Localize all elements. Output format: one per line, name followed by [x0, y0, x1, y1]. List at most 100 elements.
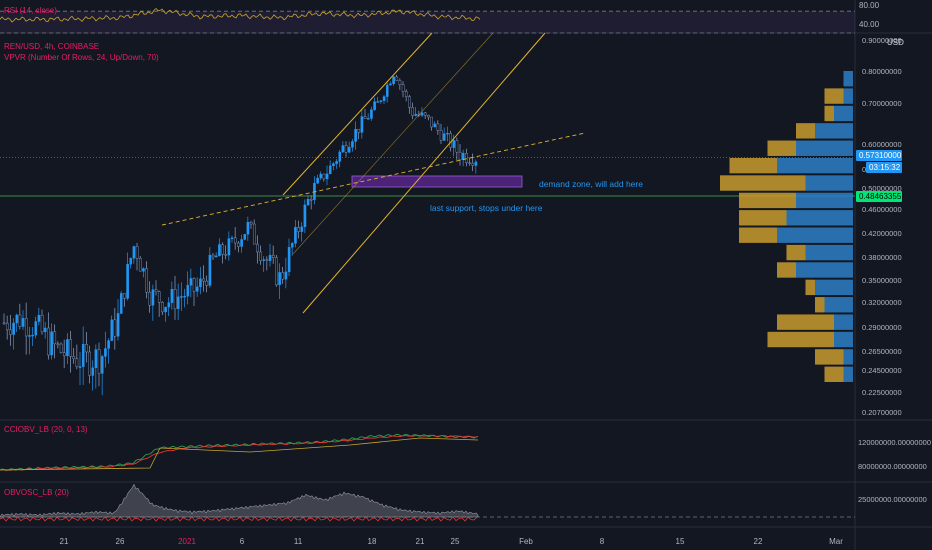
- candle-body: [319, 173, 323, 179]
- candle-body: [363, 116, 367, 119]
- volume-profile-down-bar: [729, 157, 777, 174]
- candle-body: [423, 112, 427, 116]
- volume-profile-down-bar: [786, 244, 806, 261]
- candle-body: [75, 358, 79, 367]
- volume-profile-down-bar: [796, 123, 815, 139]
- channel-upper-line: [282, 32, 433, 196]
- time-axis-tick: 26: [116, 537, 125, 546]
- candle-body: [173, 289, 177, 310]
- candle-body: [132, 246, 136, 259]
- rsi-axis-tick: 40.00: [859, 20, 880, 29]
- candle-body: [135, 246, 139, 259]
- candle-body: [91, 367, 95, 376]
- price-axis-tick: 0.60000000: [862, 140, 902, 149]
- candle-body: [18, 314, 22, 327]
- candle-body: [243, 234, 247, 240]
- cciobv-line: [0, 434, 479, 471]
- candle-body: [458, 151, 462, 161]
- volume-profile-up-bar: [834, 314, 853, 330]
- volume-profile-down-bar: [815, 349, 844, 365]
- volume-profile-down-bar: [815, 297, 825, 313]
- candle-body: [199, 278, 202, 288]
- candle-body: [230, 237, 234, 240]
- candle-body: [309, 199, 313, 201]
- candle-body: [195, 286, 199, 292]
- candle-body: [15, 314, 19, 324]
- obvosc-pane-label[interactable]: OBVOSC_LB (20): [4, 488, 69, 497]
- candle-body: [411, 107, 414, 116]
- candle-body: [338, 151, 342, 162]
- candle-body: [347, 147, 351, 153]
- candle-body: [379, 100, 383, 102]
- volume-profile-down-bar: [720, 175, 806, 191]
- candle-body: [468, 162, 471, 164]
- candle-body: [205, 280, 209, 286]
- cciobv-axis-tick: 120000000.00000000: [858, 438, 931, 447]
- symbol-label[interactable]: REN/USD, 4h, COINBASE: [4, 42, 100, 51]
- candle-body: [110, 319, 114, 341]
- candle-body: [157, 291, 161, 303]
- volume-profile-down-bar: [767, 140, 796, 156]
- candle-body: [430, 116, 433, 128]
- candle-body: [351, 141, 354, 148]
- candle-body: [271, 254, 275, 258]
- volume-profile-up-bar: [786, 210, 853, 226]
- volume-profile-up-bar: [843, 71, 853, 87]
- candle-body: [455, 140, 459, 153]
- rsi-line: [0, 7, 481, 23]
- candle-body: [284, 271, 288, 280]
- candle-body: [297, 227, 300, 232]
- candle-body: [249, 221, 253, 225]
- candle-body: [192, 278, 196, 292]
- last-support-annotation[interactable]: last support, stops under here: [430, 203, 543, 213]
- candle-body: [360, 116, 364, 133]
- candle-body: [354, 128, 357, 142]
- candle-body: [420, 112, 424, 116]
- candle-body: [439, 130, 443, 141]
- demand-zone-annotation[interactable]: demand zone, will add here: [539, 179, 643, 189]
- candle-body: [256, 243, 259, 253]
- candle-body: [69, 339, 72, 357]
- time-axis-tick: 11: [294, 537, 303, 546]
- volume-profile-up-bar: [834, 105, 853, 122]
- candle-body: [107, 340, 110, 349]
- candle-body: [53, 331, 57, 345]
- candle-body: [129, 258, 133, 265]
- volume-profile-up-bar: [796, 262, 853, 278]
- cciobv-axis-tick: 80000000.00000000: [858, 462, 927, 471]
- candle-body: [287, 247, 291, 273]
- volume-profile-up-bar: [796, 140, 853, 156]
- demand-zone-box: [351, 175, 523, 188]
- candle-body: [303, 204, 307, 227]
- vpvr-label[interactable]: VPVR (Number Of Rows, 24, Up/Down, 70): [4, 53, 159, 62]
- volume-profile-up-bar: [777, 227, 853, 243]
- candle-body: [78, 366, 82, 368]
- candle-body: [389, 83, 392, 86]
- candle-body: [31, 334, 34, 337]
- price-axis-tick: 0.22500000: [862, 388, 902, 397]
- currency-label: USD: [887, 38, 904, 47]
- candle-body: [43, 327, 47, 333]
- candle-body: [56, 343, 60, 346]
- support-price-badge: 0.48463355: [856, 191, 902, 202]
- countdown-badge: 03:15:32: [866, 162, 902, 173]
- channel-lower-line: [302, 32, 546, 314]
- candle-body: [214, 255, 218, 258]
- candle-body: [252, 223, 256, 245]
- ccobv-pane-label[interactable]: CCIOBV_LB (20, 0, 13): [4, 425, 88, 434]
- candle-body: [211, 254, 215, 258]
- candle-body: [145, 268, 148, 293]
- candle-body: [113, 319, 117, 337]
- candle-body: [335, 161, 338, 164]
- candle-body: [227, 238, 231, 256]
- time-axis-tick: 25: [451, 537, 460, 546]
- candle-body: [218, 244, 221, 257]
- candle-body: [100, 356, 104, 374]
- time-axis-tick: 2021: [178, 537, 196, 546]
- candle-body: [452, 140, 456, 148]
- candle-body: [40, 314, 44, 333]
- candle-body: [246, 221, 250, 235]
- candle-body: [268, 254, 272, 261]
- candle-body: [237, 242, 240, 247]
